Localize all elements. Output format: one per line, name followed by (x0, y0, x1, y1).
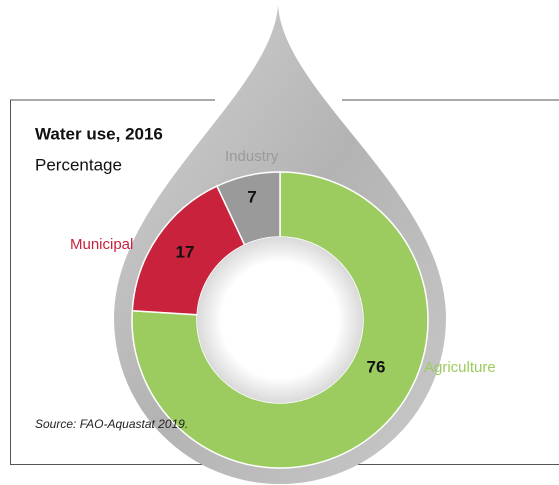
value-label: 17 (176, 242, 195, 261)
category-label: Industry (225, 148, 279, 165)
category-label: Municipal (70, 236, 133, 253)
source-note: Source: FAO-Aquastat 2019. (35, 417, 188, 431)
donut-segment (215, 171, 281, 246)
chart-subtitle: Percentage (35, 155, 122, 174)
value-label: 7 (247, 187, 256, 206)
donut (131, 171, 429, 469)
value-label: 76 (367, 357, 386, 376)
chart-title: Water use, 2016 (35, 124, 163, 143)
donut-hole (197, 237, 363, 403)
category-label: Agriculture (424, 359, 496, 376)
